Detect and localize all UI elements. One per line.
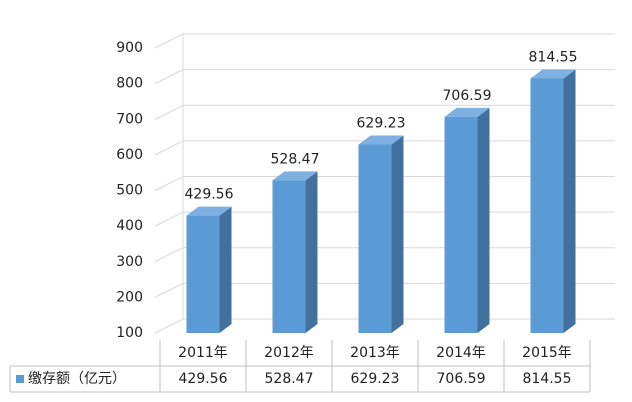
x-tick-label: 2013年 — [350, 345, 400, 361]
y-tick-label: 400 — [116, 218, 143, 234]
grid-line — [154, 33, 615, 49]
bar — [186, 215, 220, 333]
bar — [358, 144, 392, 333]
x-tick-label: 2012年 — [264, 345, 314, 361]
legend-label: 缴存额（亿元） — [28, 371, 126, 387]
y-tick-label: 100 — [116, 325, 143, 341]
data-label: 629.23 — [357, 115, 406, 131]
table-value: 629.23 — [351, 371, 400, 387]
table-value: 706.59 — [437, 371, 486, 387]
table-value: 429.56 — [179, 371, 228, 387]
grid-line — [154, 69, 615, 85]
bar-side — [305, 171, 318, 333]
bar — [444, 116, 478, 333]
table-value: 814.55 — [523, 371, 572, 387]
y-tick-label: 200 — [116, 289, 143, 305]
y-tick-label: 900 — [116, 40, 143, 56]
bar-top — [530, 69, 576, 79]
bar-top — [272, 171, 318, 181]
bar — [272, 180, 306, 333]
table-value: 528.47 — [265, 371, 314, 387]
bar-side — [477, 107, 490, 333]
legend-swatch — [16, 375, 24, 383]
bar-top — [186, 206, 232, 216]
x-tick-label: 2015年 — [522, 345, 572, 361]
grid-line — [154, 104, 615, 120]
y-tick-label: 700 — [116, 111, 143, 127]
bar-top — [444, 107, 490, 117]
y-tick-label: 800 — [116, 76, 143, 92]
data-label: 429.56 — [185, 187, 234, 203]
bar — [530, 78, 564, 333]
bar-side — [391, 135, 404, 333]
bar-top — [358, 135, 404, 145]
x-tick-label: 2011年 — [178, 345, 228, 361]
y-tick-label: 600 — [116, 147, 143, 163]
y-tick-label: 500 — [116, 183, 143, 199]
bar-side — [219, 206, 232, 333]
data-label: 706.59 — [443, 88, 492, 104]
x-tick-label: 2014年 — [436, 345, 486, 361]
bar-side — [563, 69, 576, 333]
data-label: 528.47 — [271, 151, 320, 167]
y-tick-label: 300 — [116, 254, 143, 270]
data-label: 814.55 — [529, 49, 578, 65]
